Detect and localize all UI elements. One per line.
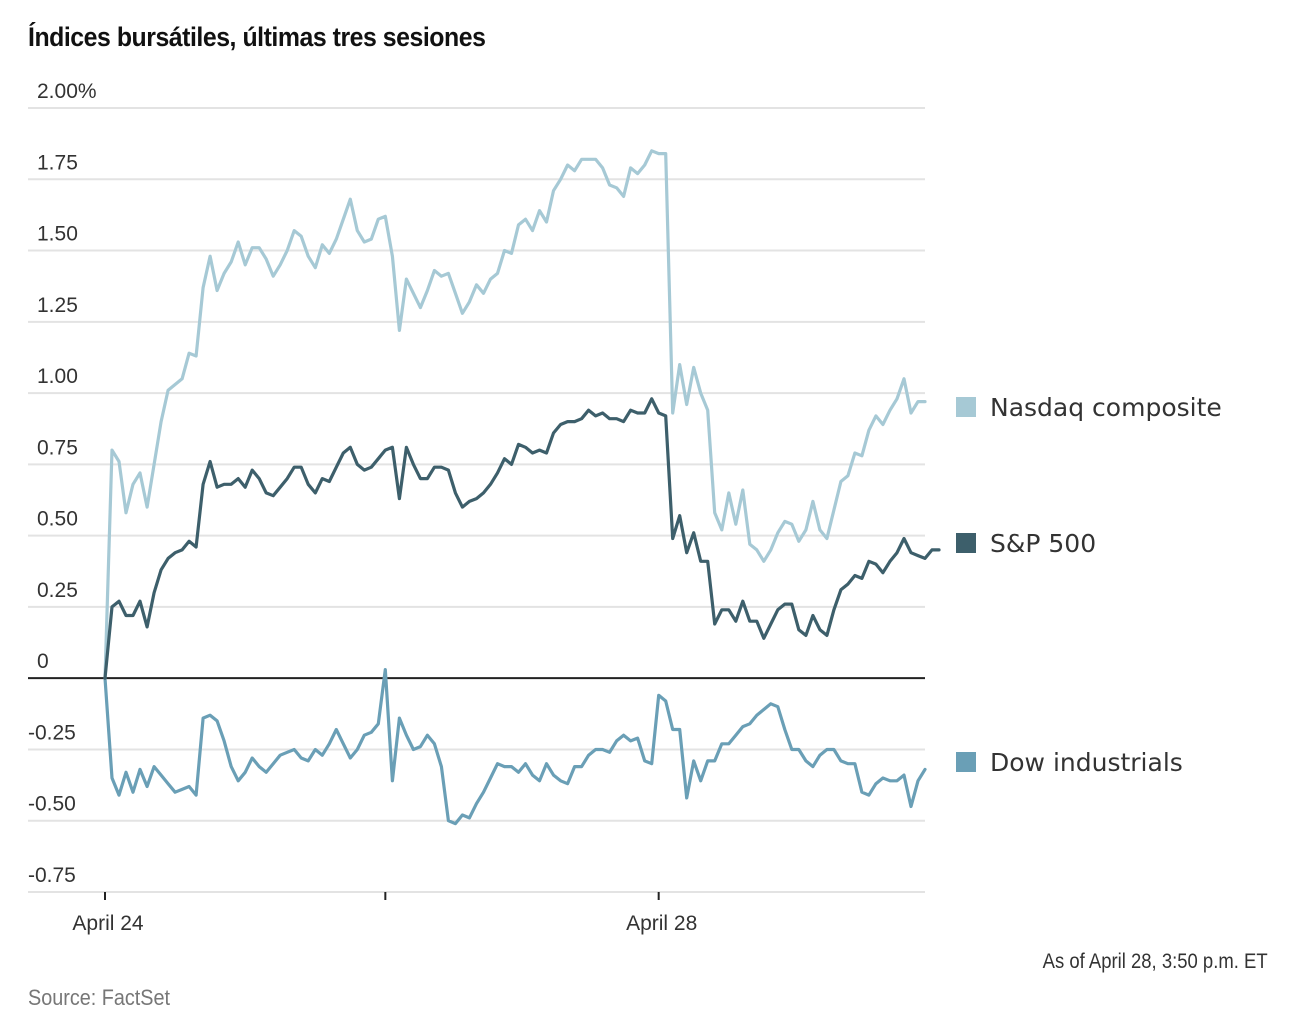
legend-label: Nasdaq composite [990, 393, 1222, 422]
x-tick-label: April 24 [72, 912, 144, 935]
as-of-note: As of April 28, 3:50 p.m. ET [1043, 950, 1268, 973]
y-tick-label: 1.50 [37, 223, 78, 246]
series-line-nasdaq-composite [103, 149, 927, 680]
y-tick-label: 0.50 [37, 508, 78, 531]
y-tick-label: -0.50 [28, 793, 76, 816]
series-lines [103, 149, 941, 826]
y-tick-label: -0.75 [28, 864, 76, 887]
legend-swatch [956, 397, 976, 417]
y-tick-label: 1.75 [37, 151, 78, 174]
y-axis-labels: 2.00% 1.75 1.50 1.25 1.00 0.75 0.50 0.25 0 -0.25 -… [28, 80, 97, 887]
y-tick-label: 1.00 [37, 365, 78, 388]
y-tick-label: -0.25 [28, 721, 76, 744]
y-tick-label: 0.75 [37, 436, 78, 459]
legend: Nasdaq composite S&P 500 Dow industrials [956, 393, 1222, 777]
series-line-s-p-500 [103, 397, 941, 680]
legend-label: S&P 500 [990, 529, 1096, 558]
legend-label: Dow industrials [990, 748, 1183, 777]
legend-swatch [956, 533, 976, 553]
x-axis: April 24 April 28 [72, 892, 697, 935]
y-tick-label: 2.00% [37, 80, 97, 103]
source-note: Source: FactSet [28, 985, 170, 1010]
gridlines [28, 107, 925, 893]
x-tick-label: April 28 [626, 912, 697, 935]
legend-swatch [956, 752, 976, 772]
chart-title: Índices bursátiles, últimas tres sesione… [28, 22, 486, 52]
series-line-dow-industrials [103, 667, 927, 826]
y-tick-label: 0 [37, 650, 49, 673]
y-tick-label: 0.25 [37, 579, 78, 602]
y-tick-label: 1.25 [37, 294, 78, 317]
